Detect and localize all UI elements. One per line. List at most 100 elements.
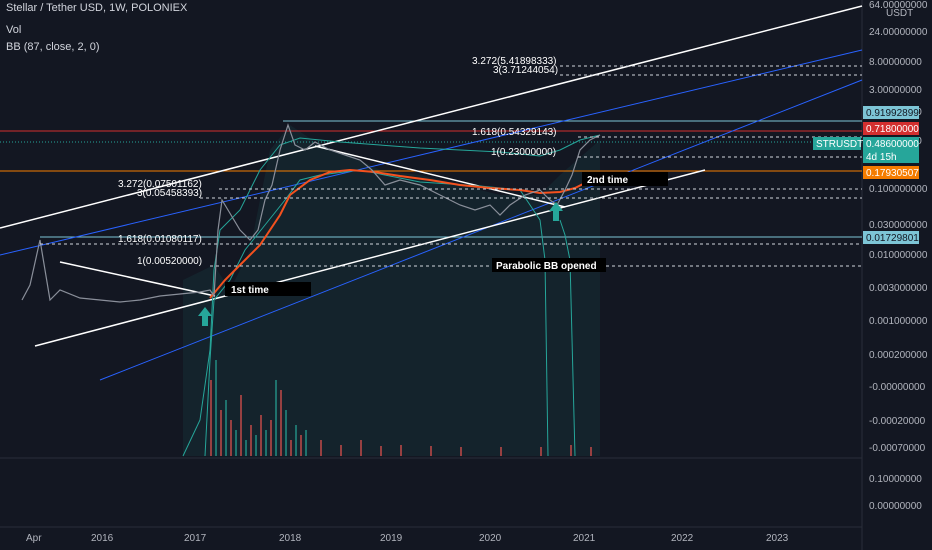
volume-bar [320,440,322,456]
volume-bar [305,430,307,456]
time-tick-label: 2023 [766,533,789,544]
time-tick-label: Apr [26,533,42,544]
volume-bar [400,445,402,456]
price-tick-label: 8.00000000 [869,57,922,68]
volume-bar [210,380,212,456]
time-tick-label: 2017 [184,533,207,544]
fib-level-label: 1(0.23000000) [491,147,556,158]
volume-bar [240,395,242,456]
upper-trend-line [0,5,863,229]
price-tag [863,106,919,119]
bb-upper-band [182,134,601,457]
price-tick-label: 3.00000000 [869,85,922,96]
time-tick-label: 2018 [279,533,302,544]
fib-level-label: 3.272(0.07501162) [118,179,202,190]
volume-bar [540,447,542,456]
note-box-2nd [582,172,668,186]
volume-bar [225,400,227,456]
volume-bar [500,447,502,456]
volume-legend: Vol [6,24,22,36]
volume-tick-label: 0.00000000 [869,501,922,512]
volume-bar [570,445,572,456]
fib-level-label: 1.618(0.54329143) [472,127,557,138]
wedge-top-line-2 [314,145,566,208]
volume-bar [285,410,287,456]
time-tick-label: 2016 [91,533,114,544]
price-tag-label: 4d 15h [866,152,897,163]
up-arrow-icon [549,202,563,221]
volume-bar [215,360,217,456]
price-series-line [21,123,601,303]
price-tag [863,150,919,163]
price-axis-unit: USDT [886,8,913,19]
volume-bar [275,380,277,456]
time-tick-label: 2021 [573,533,596,544]
price-tag-label: 0.48600000 [866,139,919,150]
price-tag-label: 0.71800000 [866,124,919,135]
volume-bar [265,430,267,456]
price-tag [863,122,919,135]
volume-bar [360,440,362,456]
price-tick-label: 0.003000000 [869,283,928,294]
volume-bar [300,435,302,456]
symbol-tag [813,137,861,150]
volume-bar [460,447,462,456]
lower-trend-line [34,169,706,347]
chart-title: Stellar / Tether USD, 1W, POLONIEX [6,2,188,14]
volume-bar [290,440,292,456]
volume-bar [295,425,297,456]
volume-bar [270,420,272,456]
note-parabolic: Parabolic BB opened [496,261,597,272]
bb-lower-band-2 [559,219,576,457]
volume-bar [220,410,222,456]
bb-basis-ma [209,168,586,299]
price-tag-label: 0.91992899 [866,108,919,119]
time-tick-label: 2022 [671,533,694,544]
volume-bar [590,447,592,456]
price-tick-label: -0.00020000 [869,416,926,427]
price-tag [863,231,919,244]
price-tick-label: 0.010000000 [869,250,928,261]
volume-bar [380,446,382,456]
volume-bar [230,420,232,456]
price-tag [863,137,919,150]
outer-channel-line [0,49,863,256]
volume-bar [255,435,257,456]
note-1st-time: 1st time [231,285,269,296]
price-tick-label: 64.00000000 [869,0,928,11]
inner-channel-line [99,79,863,381]
time-tick-label: 2020 [479,533,502,544]
wedge-top-line-1 [59,261,216,297]
volume-bar [235,430,237,456]
fib-level-label: 3(3.71244054) [493,65,558,76]
bb-legend: BB (87, close, 2, 0) [6,41,100,53]
price-tick-label: 24.00000000 [869,27,928,38]
price-tick-label: 0.001000000 [869,316,928,327]
price-tag [863,166,919,179]
bb-lower-band [204,169,549,457]
note-box-parabolic [492,258,606,272]
fib-level-label: 3(0.05458393) [137,188,202,199]
note-box-1st [225,282,311,296]
fib-level-label: 1(0.00520000) [137,256,202,267]
fib-level-label: 1.618(0.01080117) [118,234,202,245]
price-tick-label: 0.030000000 [869,220,928,231]
volume-bar [280,390,282,456]
volume-bar [245,440,247,456]
note-2nd-time: 2nd time [587,175,629,186]
price-tick-label: 0.000200000 [869,350,928,361]
volume-tick-label: 0.10000000 [869,474,922,485]
volume-bar [250,425,252,456]
price-tick-label: -0.00000000 [869,382,926,393]
bb-fill [183,125,600,456]
symbol-tag-label: STRUSDT [816,139,863,150]
time-tick-label: 2019 [380,533,403,544]
volume-bar [340,445,342,456]
price-tick-label: -0.00070000 [869,443,926,454]
volume-bar [260,415,262,456]
price-tag-label: 0.01729801 [866,233,919,244]
price-tick-label: 0.100000000 [869,184,928,195]
up-arrow-icon [198,307,212,326]
